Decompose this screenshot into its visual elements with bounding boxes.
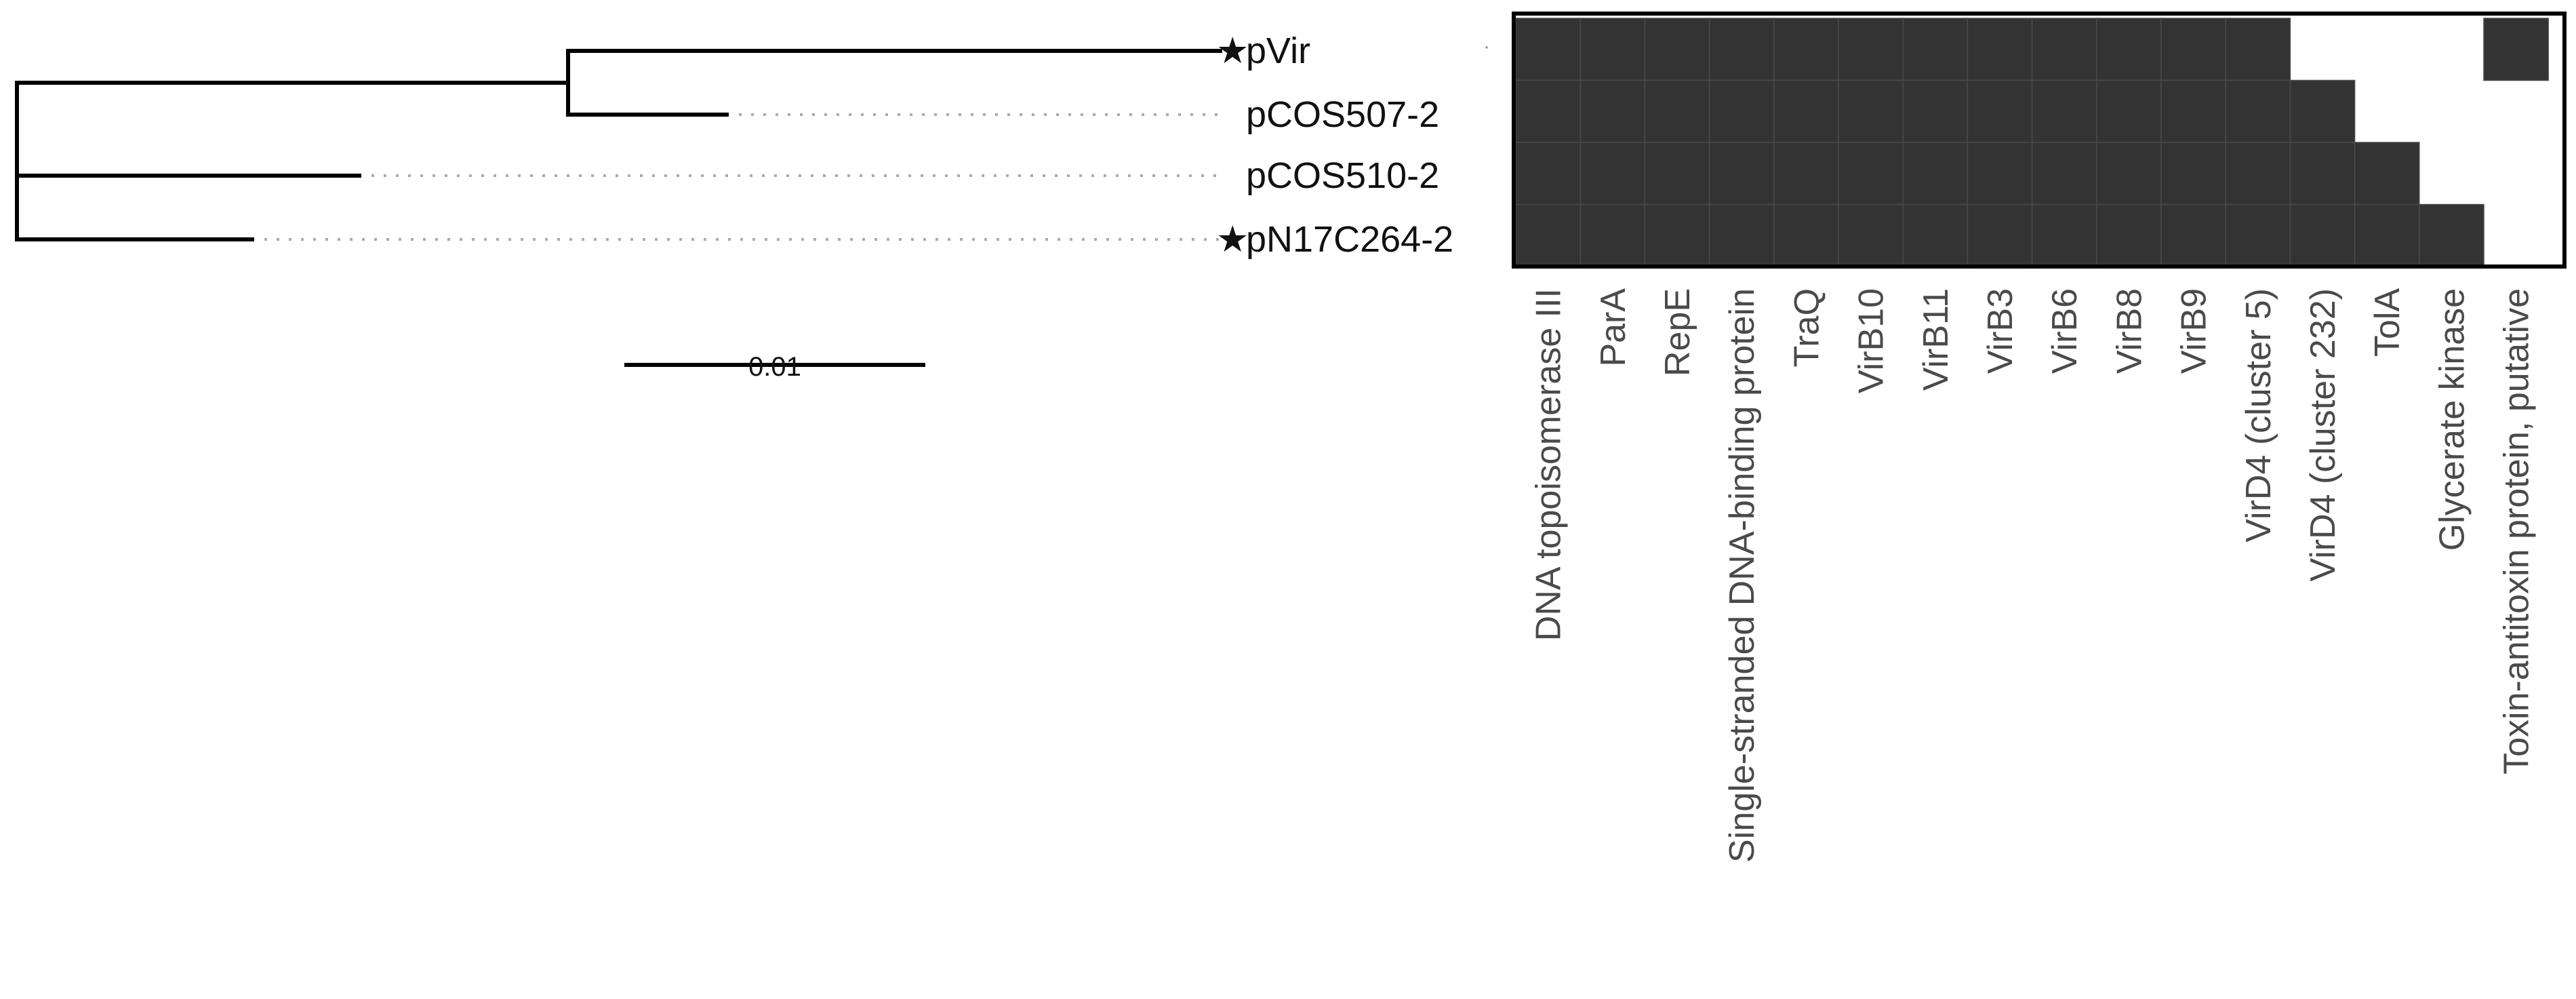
tip-label-pn17c264-2: pN17C264-2 (1246, 219, 1453, 260)
matrix-cell-1-8 (2031, 79, 2097, 143)
tip-label-pcos510-2: pCOS510-2 (1246, 155, 1439, 196)
scale-bar: 0.01 (624, 352, 925, 382)
matrix-cell-0-2 (1644, 18, 1710, 81)
matrix-cell-1-4 (1773, 79, 1839, 143)
matrix-cell-2-13 (2354, 142, 2420, 205)
matrix-cell-3-14 (2419, 203, 2484, 267)
matrix-cell-3-9 (2096, 203, 2162, 267)
matrix-cell-0-4 (1773, 18, 1839, 81)
column-label-15: Toxin-antitoxin protein, putative (2497, 288, 2537, 775)
matrix-cell-2-12 (2289, 142, 2356, 205)
matrix-cell-1-7 (1967, 79, 2033, 143)
column-label-10: VirB9 (2175, 288, 2214, 374)
tip-star-pvir: ★ (1216, 31, 1249, 71)
column-label-3: Single-stranded DNA-binding protein (1723, 288, 1762, 863)
column-label-0: DNA topoisomerase III (1529, 288, 1569, 641)
tip-label-pvir: pVir (1246, 31, 1310, 71)
matrix-cell-0-9 (2096, 18, 2162, 81)
matrix-cell-3-6 (1902, 203, 1969, 267)
matrix-cell-0-1 (1579, 18, 1646, 81)
matrix-frame (1512, 12, 2567, 269)
matrix-cell-3-5 (1838, 203, 1904, 267)
matrix-cell-2-4 (1773, 142, 1839, 205)
matrix-cell-2-2 (1644, 142, 1710, 205)
scale-bar-label: 0.01 (748, 352, 801, 382)
column-label-1: ParA (1594, 288, 1633, 367)
matrix-cell-0-6 (1902, 18, 1969, 81)
matrix-cell-2-10 (2160, 142, 2226, 205)
matrix-cell-1-9 (2096, 79, 2162, 143)
matrix-cell-2-8 (2031, 142, 2097, 205)
matrix-cell-2-7 (1967, 142, 2033, 205)
matrix-cell-2-1 (1579, 142, 1646, 205)
column-label-8: VirB6 (2045, 288, 2085, 374)
matrix-cell-1-1 (1579, 79, 1646, 143)
column-label-13: TolA (2368, 288, 2407, 357)
column-label-14: Glycerate kinase (2432, 288, 2472, 551)
matrix-cell-3-0 (1515, 203, 1581, 267)
column-label-12: VirD4 (cluster 232) (2303, 288, 2343, 582)
column-labels: DNA topoisomerase III ParA RepE Single-stra… (1529, 288, 2537, 863)
matrix-cell-3-12 (2289, 203, 2356, 267)
matrix-cell-3-13 (2354, 203, 2420, 267)
frame-tick-mark: · (1483, 35, 1490, 58)
column-label-5: VirB10 (1852, 288, 1891, 393)
column-label-9: VirB8 (2110, 288, 2149, 374)
matrix-cell-2-6 (1902, 142, 1969, 205)
matrix-cell-3-7 (1967, 203, 2033, 267)
matrix-cell-2-5 (1838, 142, 1904, 205)
matrix-cell-0-7 (1967, 18, 2033, 81)
matrix-cell-3-11 (2225, 203, 2291, 267)
matrix-cell-0-10 (2160, 18, 2226, 81)
matrix-cell-0-5 (1838, 18, 1904, 81)
matrix-cell-2-11 (2225, 142, 2291, 205)
matrix-cell-3-8 (2031, 203, 2097, 267)
matrix-cell-2-3 (1708, 142, 1775, 205)
matrix-cell-1-5 (1838, 79, 1904, 143)
phylogenetic-tree: ★ pVir pCOS507-2 pCOS510-2 ★ pN17C264-2 … (15, 31, 1453, 382)
tip-label-pcos507-2: pCOS507-2 (1246, 94, 1439, 135)
matrix-cell-3-2 (1644, 203, 1710, 267)
matrix-cell-1-10 (2160, 79, 2226, 143)
matrix-cell-3-1 (1579, 203, 1646, 267)
column-label-4: TraQ (1787, 288, 1826, 368)
matrix-cell-0-15 (2483, 18, 2549, 81)
matrix-cell-2-9 (2096, 142, 2162, 205)
matrix-cell-3-10 (2160, 203, 2226, 267)
presence-matrix: · DNA topoisomerase III ParA RepE Single-st… (1483, 12, 2567, 863)
column-label-11: VirD4 (cluster 5) (2239, 288, 2278, 543)
matrix-cell-1-12 (2289, 79, 2356, 143)
matrix-cell-0-8 (2031, 18, 2097, 81)
matrix-cell-1-0 (1515, 79, 1581, 143)
matrix-cell-2-0 (1515, 142, 1581, 205)
matrix-cell-0-3 (1708, 18, 1775, 81)
column-label-6: VirB11 (1916, 288, 1956, 391)
tip-star-pn17c264-2: ★ (1216, 219, 1249, 260)
column-label-7: VirB3 (1981, 288, 2020, 374)
matrix-cell-0-11 (2225, 18, 2291, 81)
matrix-cell-1-2 (1644, 79, 1710, 143)
matrix-cell-1-11 (2225, 79, 2291, 143)
matrix-cell-1-6 (1902, 79, 1969, 143)
column-label-2: RepE (1658, 288, 1697, 376)
matrix-cell-3-3 (1708, 203, 1775, 267)
matrix-cells (1515, 18, 2549, 267)
matrix-cell-1-3 (1708, 79, 1775, 143)
matrix-cell-0-0 (1515, 18, 1581, 81)
matrix-cell-3-4 (1773, 203, 1839, 267)
